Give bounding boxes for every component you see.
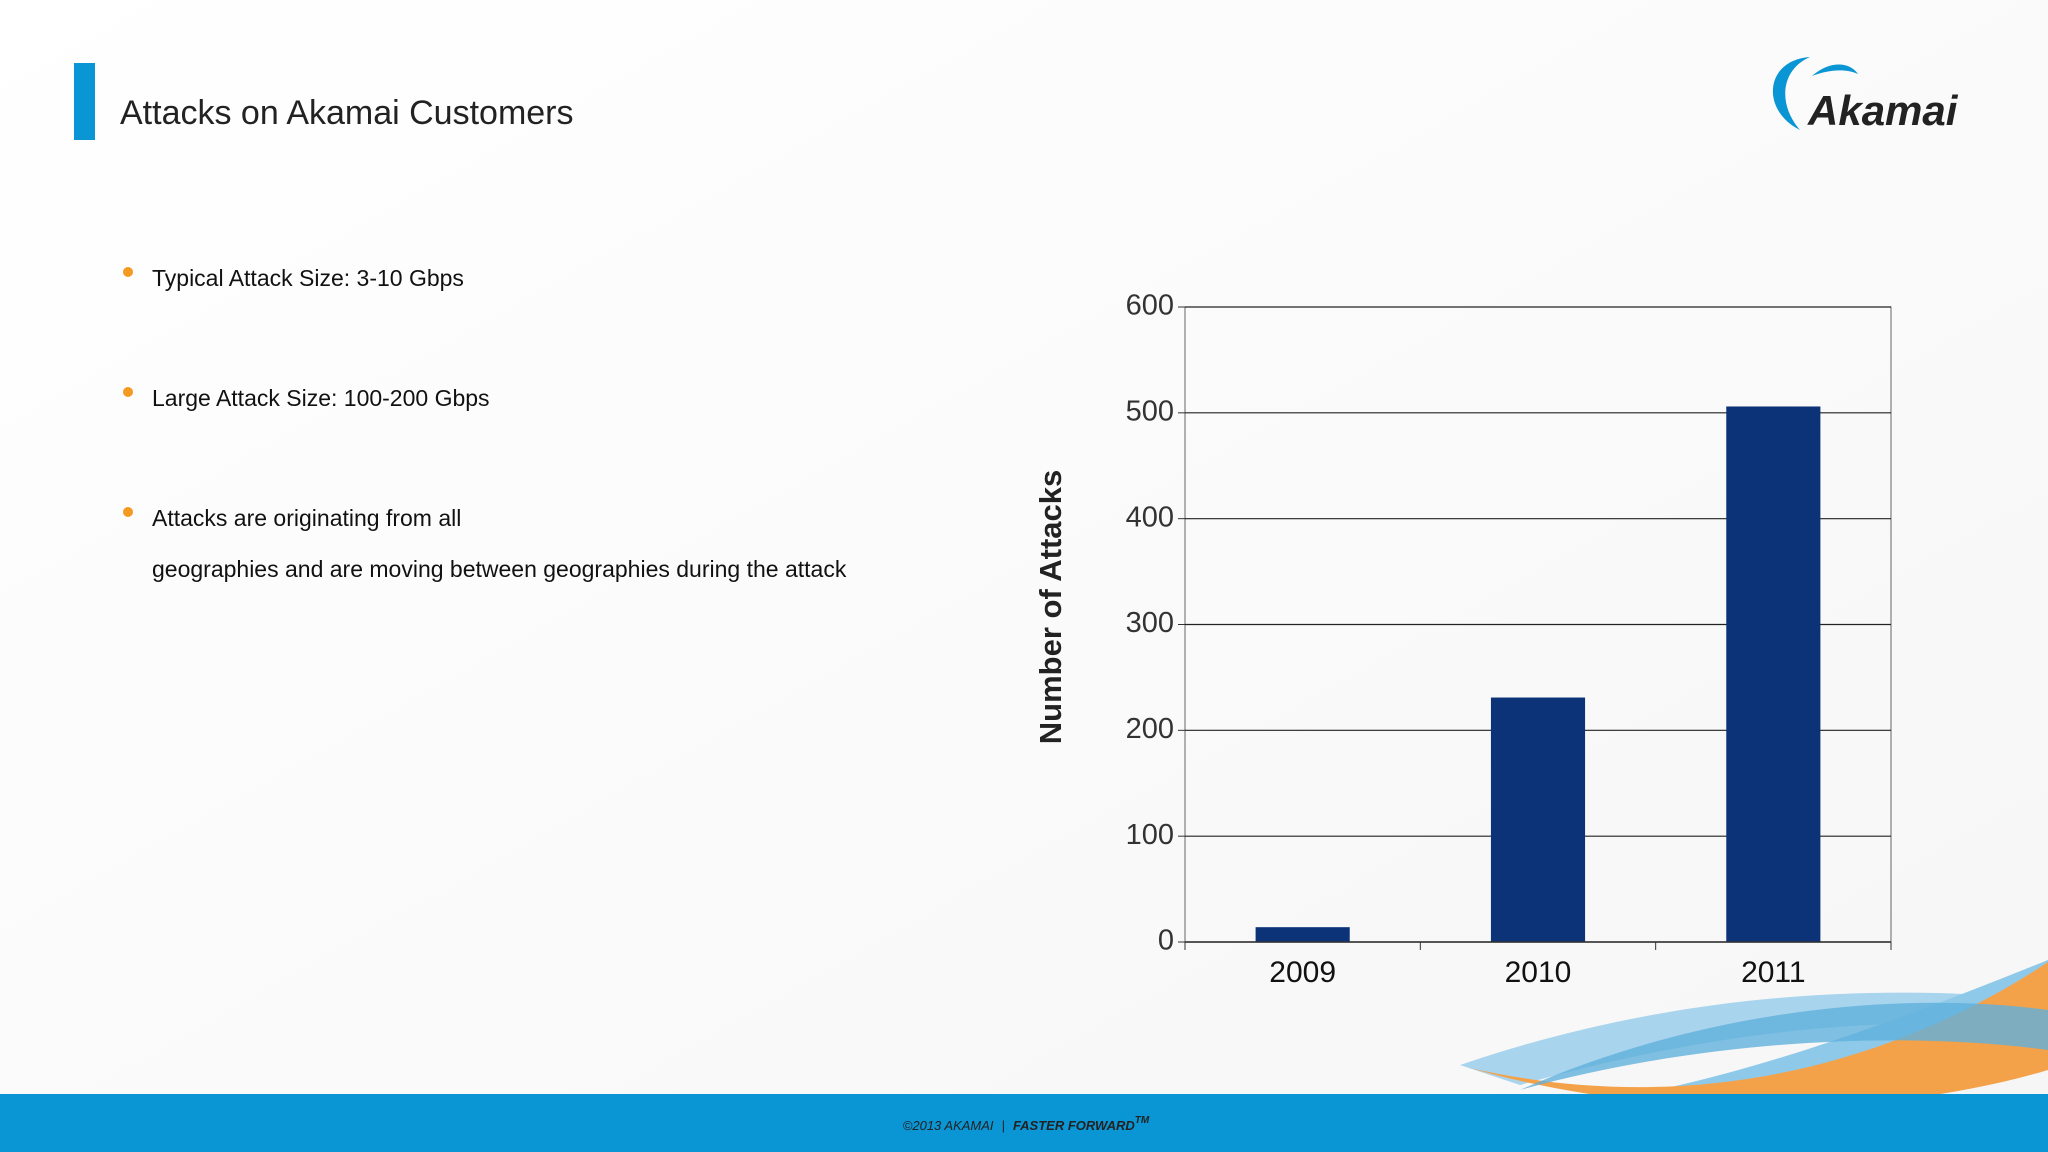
y-tick-label: 500 [1126,395,1174,427]
bar [1255,927,1350,942]
bullet-dot [123,267,133,277]
title-accent [74,63,95,140]
y-tick-label: 300 [1126,607,1174,639]
bullet-text: Attacks are originating from all [152,505,461,531]
bar [1490,697,1586,942]
footer-tagline: FASTER FORWARD [1013,1118,1135,1133]
footer-text: ©2013 AKAMAI | FASTER FORWARDTM [903,1115,1150,1134]
x-tick-label: 2011 [1741,956,1806,989]
wave [1520,1002,2048,1090]
y-tick-label: 600 [1126,290,1174,322]
logo-swoosh [1772,57,1810,130]
footer-band [0,1094,2048,1152]
x-tick-label: 2009 [1269,956,1336,989]
footer-copyright: ©2013 AKAMAI [903,1118,994,1133]
bar [1726,406,1821,942]
footer-tm: TM [1135,1115,1150,1126]
y-axis-label: Number of Attacks [1033,470,1068,744]
y-tick-label: 400 [1126,501,1174,533]
bullet-text: Typical Attack Size: 3-10 Gbps [152,265,464,291]
y-tick-label: 100 [1126,819,1174,851]
waves [1280,960,2048,1127]
bullet-text: Large Attack Size: 100-200 Gbps [152,385,490,411]
logo-swoosh [1812,64,1858,76]
logo-text: Akamai [1807,87,1959,134]
slide-title: Attacks on Akamai Customers [120,94,574,132]
bullet-dot [123,387,133,397]
wave [1470,962,2048,1108]
logo: Akamai [1772,57,1959,134]
bullet-text: geographies and are moving between geogr… [152,556,847,582]
bullet-dot [123,507,133,517]
footer-separator: | [1002,1118,1005,1133]
y-tick-label: 0 [1158,925,1174,957]
x-tick-label: 2010 [1505,956,1572,989]
y-tick-label: 200 [1126,713,1174,745]
